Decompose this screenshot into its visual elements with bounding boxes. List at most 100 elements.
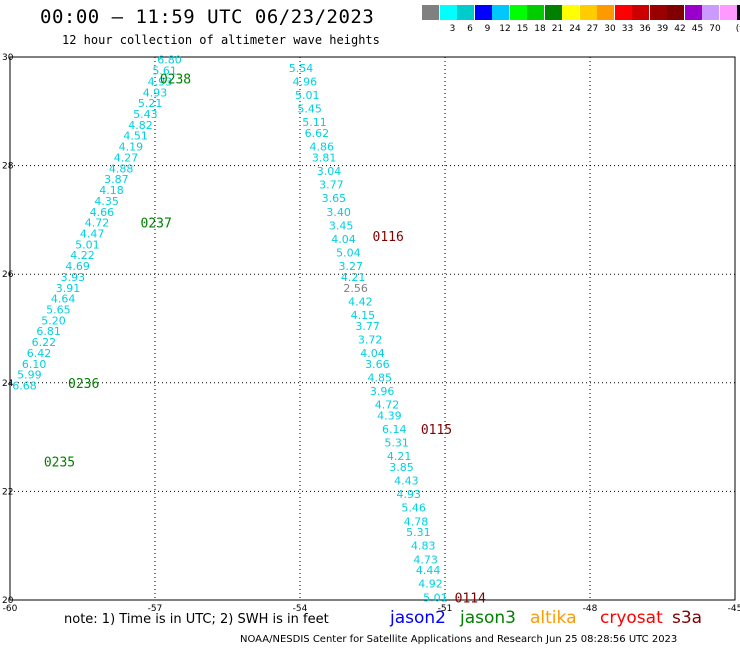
wave-height-value: 5.45 <box>297 103 322 116</box>
wave-height-value: 4.47 <box>80 227 105 240</box>
wave-height-value: 3.45 <box>329 219 354 232</box>
wave-height-value: 6.81 <box>36 325 61 338</box>
color-scale-label: 15 <box>516 24 529 34</box>
color-swatch <box>527 5 544 20</box>
wave-height-value: 3.81 <box>312 151 337 164</box>
color-swatch <box>632 5 649 20</box>
color-swatch <box>474 5 492 20</box>
wave-height-value: 4.83 <box>411 540 436 553</box>
color-scale-label: 33 <box>621 24 634 34</box>
color-scale-label: 42 <box>674 24 686 34</box>
wave-height-value: 4.04 <box>331 233 356 246</box>
wave-height-value: 6.62 <box>305 127 330 140</box>
color-scale-label: 3 <box>449 24 456 34</box>
wave-height-value: 3.96 <box>370 385 395 398</box>
color-scale-label: 24 <box>569 24 581 34</box>
wave-height-value: 4.88 <box>109 162 134 175</box>
map-title: 00:00 – 11:59 UTC 06/23/2023 <box>40 6 375 28</box>
wave-height-value: 5.01 <box>75 238 100 251</box>
wave-height-value: 4.21 <box>341 271 366 284</box>
plot-frame <box>9 56 736 601</box>
wave-height-value: 3.87 <box>104 173 129 186</box>
color-swatch <box>719 5 737 20</box>
wave-height-value: 4.19 <box>119 141 144 154</box>
wave-height-value: 5.43 <box>133 108 158 121</box>
wave-height-value: 5.54 <box>289 62 314 75</box>
wave-height-value: 4.27 <box>114 151 139 164</box>
y-tick-label: 22 <box>2 487 13 497</box>
map-subtitle: 12 hour collection of altimeter wave hei… <box>62 33 380 47</box>
wave-height-value: 4.86 <box>310 141 335 154</box>
wave-height-value: 3.77 <box>355 320 380 333</box>
wave-height-value: 3.77 <box>319 179 344 192</box>
wave-height-value: 5.20 <box>41 314 66 327</box>
color-swatch <box>614 5 632 20</box>
x-tick-label: -45 <box>728 604 740 614</box>
y-tick-label: 24 <box>2 379 14 389</box>
wave-height-value: 6.68 <box>12 380 37 393</box>
wave-height-value: 3.04 <box>317 165 342 178</box>
wave-height-value: 4.18 <box>99 184 124 197</box>
color-swatch <box>492 5 509 20</box>
wave-height-value: 4.15 <box>351 309 376 322</box>
satellite-jason3: jason3 <box>460 608 516 628</box>
wave-height-value: 5.61 <box>152 65 177 78</box>
color-scale-label: 30 <box>604 24 616 34</box>
wave-height-value: 4.85 <box>368 371 393 384</box>
wave-height-value: 4.72 <box>375 399 400 412</box>
satellite-s3a: s3a <box>672 608 703 628</box>
wave-height-value: 4.51 <box>123 130 148 143</box>
color-scale-label: 18 <box>534 24 546 34</box>
color-scale-label: 6 <box>467 24 473 34</box>
x-tick-label: -48 <box>583 604 598 614</box>
wave-height-value: 3.66 <box>365 358 390 371</box>
color-scale-label: 39 <box>656 24 669 34</box>
wave-height-value: 4.72 <box>85 217 110 230</box>
color-scale-unit: (ft) <box>735 24 740 34</box>
wave-height-value: 3.40 <box>326 206 351 219</box>
pass-time-label: 0235 <box>44 456 75 471</box>
wave-height-value: 4.93 <box>397 488 422 501</box>
color-scale-label: 21 <box>551 24 564 34</box>
wave-height-value: 6.14 <box>382 423 407 436</box>
pass-time-label: 0238 <box>160 73 191 88</box>
wave-height-value: 4.35 <box>94 195 119 208</box>
pass-time-label: 0114 <box>455 591 486 606</box>
wave-height-value: 5.01 <box>295 89 320 102</box>
color-swatch <box>562 5 579 20</box>
color-swatch <box>649 5 667 20</box>
wave-height-value: 4.66 <box>90 206 115 219</box>
wave-height-value: 3.93 <box>61 271 86 284</box>
wave-height-value: 3.65 <box>322 192 347 205</box>
color-swatch <box>684 5 702 20</box>
wave-height-value: 5.04 <box>336 246 361 259</box>
color-scale-label: 27 <box>586 24 599 34</box>
wave-height-value: 5.21 <box>138 97 163 110</box>
wave-height-value: 4.43 <box>394 475 419 488</box>
wave-height-value: 4.39 <box>377 409 402 422</box>
pass-time-label: 0236 <box>68 377 99 392</box>
wave-height-value: 3.72 <box>358 333 383 346</box>
wave-height-value: 4.82 <box>128 119 153 132</box>
x-tick-label: -57 <box>148 604 163 614</box>
x-tick-label: -54 <box>293 604 308 614</box>
color-swatch <box>422 5 439 20</box>
color-scale-label: 12 <box>499 24 511 34</box>
wave-height-value: 4.22 <box>70 249 95 262</box>
credit-line: NOAA/NESDIS Center for Satellite Applica… <box>240 634 678 645</box>
wave-height-value: 4.73 <box>413 553 438 566</box>
y-tick-label: 28 <box>2 162 14 172</box>
wave-height-value: 5.31 <box>406 526 431 539</box>
wave-height-value: 3.85 <box>389 461 414 474</box>
footer-note: note: 1) Time is in UTC; 2) SWH is in fe… <box>64 612 329 627</box>
wave-height-value: 6.80 <box>157 54 182 67</box>
color-swatch <box>544 5 562 20</box>
satellite-altika: altika <box>530 608 577 628</box>
satellite-cryosat: cryosat <box>600 608 663 628</box>
color-swatch <box>667 5 684 20</box>
wave-height-value: 3.91 <box>56 282 81 295</box>
color-scale-label: 70 <box>709 24 721 34</box>
color-swatch <box>737 5 740 20</box>
wave-height-value: 4.44 <box>416 564 441 577</box>
wave-height-value: 6.22 <box>32 336 57 349</box>
